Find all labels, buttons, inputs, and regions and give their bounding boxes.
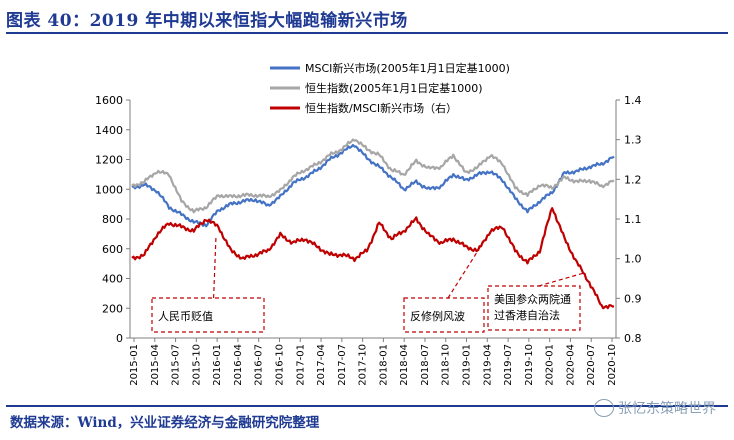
right-tick-label: 1.1 bbox=[624, 213, 642, 226]
x-tick-label: 2015-04 bbox=[150, 344, 161, 386]
footer-rule bbox=[6, 405, 728, 407]
x-tick-label: 2019-01 bbox=[462, 344, 473, 386]
legend-label-0: MSCI新兴市场(2005年1月1日定基1000) bbox=[305, 61, 510, 75]
left-tick-label: 600 bbox=[102, 243, 123, 256]
annotation-box-1 bbox=[403, 297, 485, 333]
watermark-text: 张忆东策略世界 bbox=[618, 401, 716, 417]
annotation-label-2: 美国参众两院通过香港自治法 bbox=[494, 292, 571, 322]
x-tick-label: 2019-04 bbox=[482, 344, 493, 386]
annotation-leader-1 bbox=[447, 237, 487, 299]
x-tick-label: 2017-01 bbox=[295, 344, 306, 386]
x-tick-label: 2019-07 bbox=[503, 344, 514, 386]
right-tick-label: 0.9 bbox=[624, 292, 642, 305]
x-tick-label: 2016-04 bbox=[233, 344, 244, 386]
x-tick-label: 2018-01 bbox=[378, 344, 389, 386]
x-tick-label: 2016-07 bbox=[254, 344, 265, 386]
left-tick-label: 200 bbox=[102, 302, 123, 315]
x-tick-label: 2016-01 bbox=[212, 344, 223, 386]
series-line-2 bbox=[131, 207, 615, 310]
annotation-label-0: 人民币贬值 bbox=[158, 310, 213, 323]
x-tick-label: 2020-04 bbox=[565, 344, 576, 386]
x-tick-label: 2017-07 bbox=[337, 344, 348, 386]
source-note: 数据来源：Wind，兴业证券经济与金融研究院整理 bbox=[10, 415, 320, 431]
x-tick-label: 2018-10 bbox=[441, 344, 452, 386]
legend-label-2: 恒生指数/MSCI新兴市场（右） bbox=[305, 101, 457, 115]
annotation-leader-2 bbox=[538, 272, 585, 287]
left-tick-label: 800 bbox=[102, 213, 123, 226]
x-tick-label: 2015-10 bbox=[191, 344, 202, 386]
legend-label-1: 恒生指数(2005年1月1日定基1000) bbox=[305, 81, 483, 95]
watermark: 张忆东策略世界 bbox=[594, 398, 716, 418]
x-tick-label: 2017-10 bbox=[358, 344, 369, 386]
left-tick-label: 1000 bbox=[95, 183, 123, 196]
right-tick-label: 0.8 bbox=[624, 332, 642, 345]
left-tick-label: 1200 bbox=[95, 154, 123, 167]
x-tick-label: 2020-01 bbox=[545, 344, 556, 386]
annotation-leader-0 bbox=[213, 235, 217, 299]
right-tick-label: 1.3 bbox=[624, 134, 642, 147]
right-tick-label: 1.2 bbox=[624, 173, 642, 186]
wechat-icon bbox=[594, 399, 614, 417]
annotation-box-0 bbox=[151, 297, 265, 333]
x-tick-label: 2020-10 bbox=[607, 344, 618, 386]
x-tick-label: 2016-10 bbox=[274, 344, 285, 386]
title-rule bbox=[6, 32, 728, 34]
left-tick-label: 1600 bbox=[95, 94, 123, 107]
x-tick-label: 2019-10 bbox=[524, 344, 535, 386]
x-tick-label: 2018-07 bbox=[420, 344, 431, 386]
annotation-box-2 bbox=[487, 285, 581, 331]
x-tick-label: 2015-01 bbox=[129, 344, 140, 386]
x-tick-label: 2017-04 bbox=[316, 344, 327, 386]
annotation-label-1: 反修例风波 bbox=[410, 309, 465, 323]
right-tick-label: 1.0 bbox=[624, 253, 642, 266]
left-tick-label: 0 bbox=[116, 332, 123, 345]
x-tick-label: 2018-04 bbox=[399, 344, 410, 386]
series-line-1 bbox=[131, 138, 615, 214]
right-tick-label: 1.4 bbox=[624, 94, 642, 107]
x-tick-label: 2020-07 bbox=[586, 344, 597, 386]
chart-title: 图表 40：2019 年中期以来恒指大幅跑输新兴市场 bbox=[6, 11, 408, 31]
series-line-0 bbox=[131, 144, 615, 228]
left-tick-label: 400 bbox=[102, 273, 123, 286]
left-tick-label: 1400 bbox=[95, 124, 123, 137]
x-tick-label: 2015-07 bbox=[171, 344, 182, 386]
